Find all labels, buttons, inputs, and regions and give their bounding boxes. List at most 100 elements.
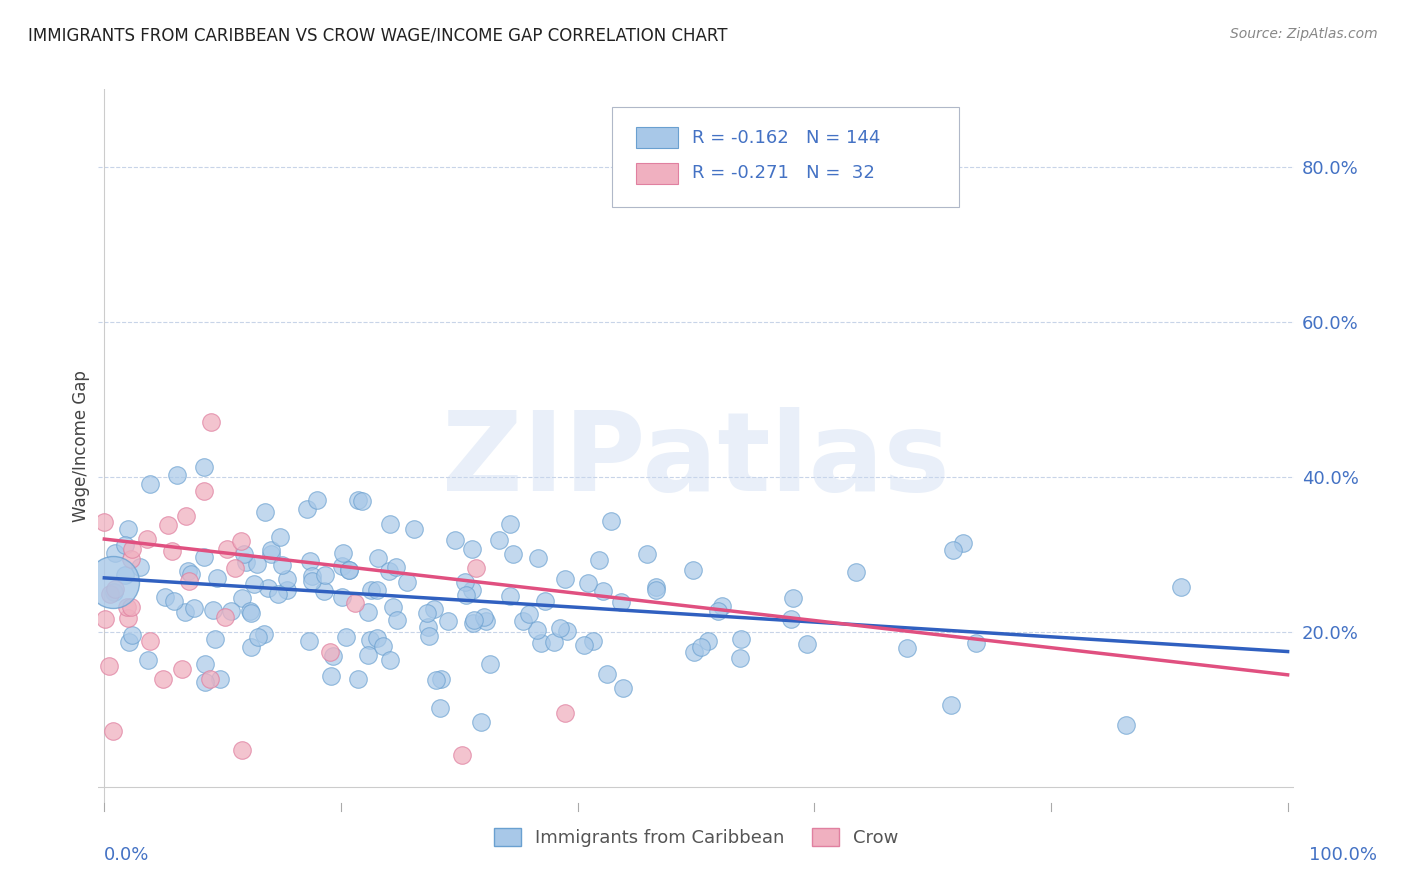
Text: ZIPatlas: ZIPatlas [441,407,950,514]
Point [172,662,194,676]
Point [162,594,184,608]
Point [314,567,336,582]
Point [610,595,633,609]
Point [94,611,117,625]
Point [443,533,465,548]
Point [711,599,734,613]
Point [207,571,229,585]
Point [512,615,534,629]
Point [202,603,225,617]
Point [499,517,522,532]
Point [256,581,278,595]
Point [385,613,408,627]
Point [260,547,283,561]
Point [436,614,458,628]
Point [271,558,294,573]
Point [429,700,451,714]
Point [378,653,401,667]
Point [706,605,728,619]
Point [346,492,368,507]
Bar [637,162,678,184]
Point [193,460,215,475]
Point [101,724,124,739]
Point [454,575,477,590]
Point [359,633,381,648]
Point [339,564,361,578]
Point [429,672,451,686]
Point [332,546,354,560]
Point [502,547,524,561]
Point [260,543,283,558]
Point [474,614,496,628]
Point [139,476,162,491]
Point [136,653,159,667]
Point [373,639,395,653]
Text: R = -0.271   N =  32: R = -0.271 N = 32 [692,164,876,182]
Point [179,574,201,588]
Point [378,517,401,532]
Point [193,550,215,565]
Point [301,574,323,588]
Bar [637,127,678,148]
Point [337,563,360,577]
Point [160,544,183,558]
Point [572,639,595,653]
Point [942,543,965,558]
Point [645,581,668,595]
Point [845,565,868,579]
Point [239,640,262,654]
Point [367,550,389,565]
Point [93,516,115,530]
Point [463,613,485,627]
Point [246,557,269,571]
Point [299,554,322,568]
Point [120,599,142,614]
Point [177,565,200,579]
Point [193,483,215,498]
Point [1170,580,1192,594]
Point [104,546,127,560]
Point [600,514,623,528]
Point [461,582,484,597]
Point [529,636,551,650]
Point [114,567,136,582]
Point [418,620,440,634]
Text: Source: ZipAtlas.com: Source: ZipAtlas.com [1230,27,1378,41]
Point [269,530,291,544]
Point [231,742,253,756]
Point [231,591,253,605]
Point [194,674,217,689]
Point [543,634,565,648]
Point [330,590,353,604]
Point [117,522,139,536]
Point [215,541,238,556]
Point [896,640,918,655]
Point [183,600,205,615]
Point [103,584,125,599]
Point [139,633,162,648]
Point [347,672,370,686]
Point [941,698,963,713]
Point [330,558,353,573]
Point [200,415,222,429]
Point [239,606,262,620]
Point [229,533,252,548]
Text: R = -0.162   N = 144: R = -0.162 N = 144 [692,128,880,146]
Point [527,551,550,566]
Point [166,467,188,482]
Point [465,561,488,575]
Point [682,645,704,659]
Point [114,538,136,552]
Point [780,612,803,626]
Point [645,582,668,597]
Point [796,637,818,651]
Point [382,599,405,614]
Point [478,657,501,671]
Point [554,572,576,586]
Point [120,551,142,566]
Point [209,672,232,686]
Text: 100.0%: 100.0% [1309,846,1376,863]
Point [198,672,221,686]
Point [253,627,276,641]
Point [118,635,141,649]
